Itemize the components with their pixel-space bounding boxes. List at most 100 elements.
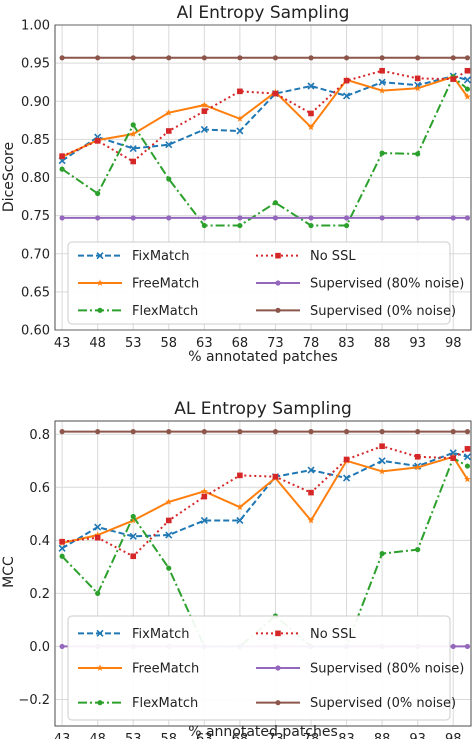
data-point: [450, 455, 457, 461]
data-point: [308, 429, 314, 435]
data-point: [166, 565, 172, 571]
data-point: [272, 429, 279, 435]
data-point: [94, 523, 102, 531]
data-point: [308, 215, 314, 221]
data-point: [450, 55, 456, 61]
y-tick-label: 0.6: [29, 481, 50, 496]
data-point: [450, 429, 456, 435]
data-point: [166, 429, 172, 435]
data-point: [166, 215, 172, 221]
x-tick-label: 53: [125, 336, 142, 351]
data-point: [449, 449, 457, 457]
data-point: [308, 110, 314, 117]
legend-label: FreeMatch: [132, 277, 199, 292]
data-point: [166, 55, 172, 61]
data-point: [464, 429, 471, 435]
data-point: [201, 222, 207, 229]
data-point: [237, 88, 243, 95]
data-point: [165, 128, 172, 134]
y-axis-label: DiceScore: [1, 142, 17, 212]
data-point: [129, 516, 137, 524]
data-point: [201, 215, 207, 221]
data-point: [200, 125, 208, 134]
data-point: [58, 544, 66, 552]
data-point: [464, 86, 471, 92]
data-point: [378, 78, 386, 86]
legend-marker: [97, 307, 103, 313]
x-tick-label: 48: [89, 732, 106, 739]
data-point: [415, 151, 421, 157]
data-point: [130, 215, 136, 221]
legend-marker: [275, 280, 281, 286]
data-point: [343, 77, 350, 84]
data-point: [165, 141, 173, 149]
data-point: [378, 457, 386, 465]
data-point: [130, 429, 136, 435]
series-flexmatch: [59, 74, 471, 229]
data-point: [236, 516, 244, 525]
legend-item: Supervised (80% noise): [256, 662, 464, 677]
data-point: [414, 84, 422, 92]
data-point: [464, 463, 471, 469]
data-point: [237, 215, 243, 221]
legend-item: FlexMatch: [78, 304, 198, 319]
legend-label: No SSL: [310, 249, 356, 264]
data-point: [200, 101, 208, 108]
legend-label: Supervised (80% noise): [310, 277, 464, 292]
data-point: [450, 643, 456, 650]
x-tick-label: 83: [338, 732, 355, 739]
data-point: [272, 55, 279, 61]
data-point: [463, 453, 472, 461]
data-point: [94, 138, 101, 144]
data-point: [343, 456, 350, 463]
data-point: [414, 75, 421, 82]
data-point: [343, 55, 350, 61]
legend-item: FixMatch: [78, 627, 190, 642]
data-point: [200, 487, 208, 495]
y-axis-label: MCC: [1, 556, 17, 588]
data-point: [464, 67, 471, 74]
data-point: [94, 534, 101, 541]
data-point: [379, 215, 385, 221]
data-point: [343, 222, 350, 229]
data-point: [130, 553, 137, 560]
data-point: [307, 466, 315, 474]
data-point: [343, 429, 350, 435]
data-point: [59, 166, 65, 172]
series-no-ssl: [59, 67, 471, 165]
legend-item: FixMatch: [78, 249, 190, 264]
x-tick-label: 78: [303, 336, 320, 351]
legend-marker: [96, 629, 104, 637]
legend-marker: [275, 630, 281, 637]
data-point: [307, 123, 315, 131]
x-tick-label: 98: [445, 732, 462, 739]
data-point: [200, 516, 208, 525]
data-point: [308, 222, 314, 229]
series-no-ssl: [59, 443, 471, 560]
x-tick-label: 58: [161, 732, 178, 739]
data-point: [272, 90, 279, 97]
data-point: [236, 115, 244, 122]
data-point: [342, 92, 351, 100]
legend: FixMatch FreeMatch FlexMatch No SSL Supervis…: [67, 615, 464, 721]
data-point: [201, 493, 208, 500]
legend-label: No SSL: [310, 627, 356, 642]
data-point: [464, 93, 471, 100]
y-tick-label: 0.70: [21, 247, 50, 262]
x-axis-label: % annotated patches: [188, 724, 338, 739]
legend-item: Supervised (0% noise): [256, 696, 456, 711]
legend-label: FreeMatch: [132, 662, 199, 677]
data-point: [463, 76, 472, 84]
data-point: [95, 590, 101, 596]
data-point: [379, 55, 385, 61]
data-point: [130, 158, 137, 165]
legend-marker: [275, 252, 281, 259]
y-tick-label: 0.2: [29, 587, 50, 602]
x-tick-label: 83: [338, 336, 355, 351]
legend-label: FixMatch: [132, 249, 190, 264]
y-tick-labels: 0.60 0.65 0.70 0.75 0.80 0.85 0.90 0.95 1.00: [21, 19, 50, 339]
chart-title: Al Entropy Sampling: [177, 3, 350, 23]
y-tick-label: 0.95: [21, 57, 50, 72]
series-supervised-0-noise: [59, 429, 471, 435]
